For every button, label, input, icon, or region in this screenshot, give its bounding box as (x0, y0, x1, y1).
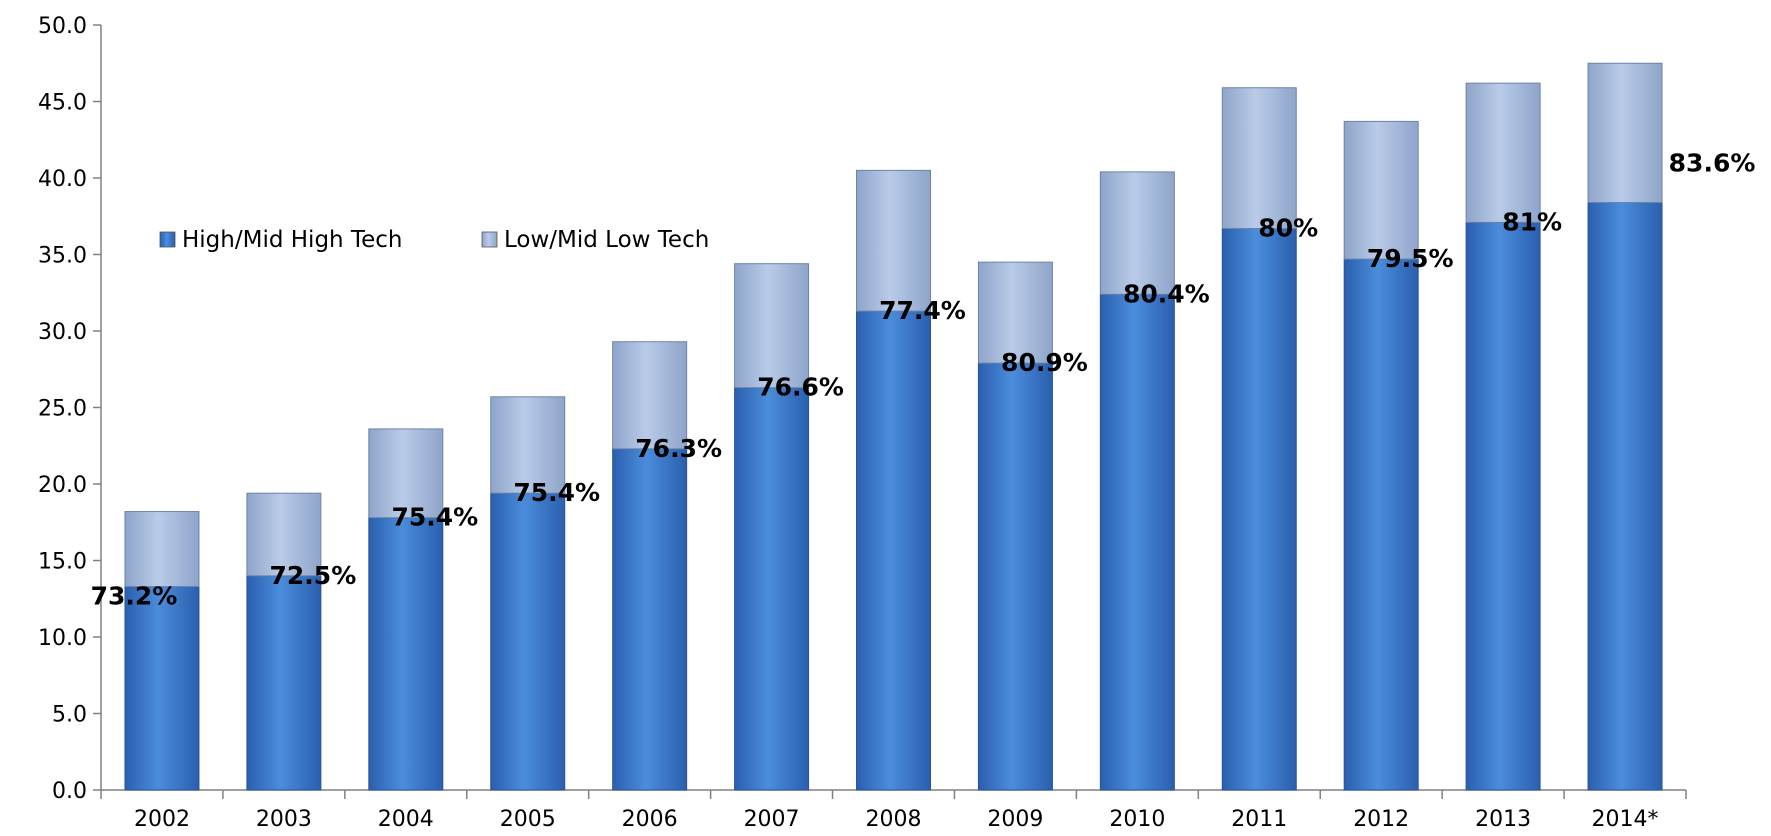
bar-low-mid-low-tech (1343, 120, 1419, 260)
y-tick-label: 5.0 (52, 703, 87, 728)
bar-low-mid-low-tech (1099, 171, 1175, 295)
bar-high-mid-high-tech (1343, 258, 1419, 791)
x-tick-label: 2004 (378, 807, 434, 832)
share-label: 75.4% (391, 503, 478, 532)
y-tick-label: 35.0 (38, 244, 87, 269)
bar-low-mid-low-tech (977, 261, 1053, 364)
y-tick-label: 45.0 (38, 91, 87, 116)
bar-low-mid-low-tech (1465, 82, 1541, 223)
share-label: 80.9% (1001, 348, 1088, 377)
bar-high-mid-high-tech (1221, 227, 1297, 791)
x-tick-label: 2012 (1353, 807, 1409, 832)
legend-label: Low/Mid Low Tech (504, 227, 709, 253)
x-tick-label: 2014* (1592, 807, 1659, 832)
y-tick-label: 20.0 (38, 473, 87, 498)
bar-high-mid-high-tech (856, 310, 931, 791)
bar-high-mid-high-tech (246, 575, 322, 791)
y-tick-label: 0.0 (52, 779, 87, 804)
share-label: 73.2% (91, 582, 178, 611)
share-label: 83.6% (1669, 148, 1756, 177)
share-label: 72.5% (270, 561, 357, 590)
bar-high-mid-high-tech (490, 492, 566, 791)
bar-low-mid-low-tech (612, 341, 688, 450)
bar-high-mid-high-tech (977, 362, 1053, 791)
x-tick-label: 2008 (866, 807, 922, 832)
y-tick-label: 10.0 (38, 626, 87, 651)
share-label: 76.3% (635, 434, 722, 463)
x-tick-label: 2002 (134, 807, 190, 832)
bar-low-mid-low-tech (856, 169, 931, 312)
bar-high-mid-high-tech (612, 448, 688, 791)
y-tick-label: 15.0 (38, 550, 87, 575)
legend-item-high-mid-high-tech: High/Mid High Tech (159, 227, 402, 253)
bar-high-mid-high-tech (1465, 221, 1541, 791)
share-label: 76.6% (757, 373, 844, 402)
bar-low-mid-low-tech (1221, 87, 1297, 229)
share-label: 79.5% (1367, 244, 1454, 273)
bar-high-mid-high-tech (734, 387, 810, 791)
legend-swatch (481, 231, 498, 248)
bar-low-mid-low-tech (490, 396, 566, 494)
x-tick-label: 2003 (256, 807, 312, 832)
bar-high-mid-high-tech (124, 586, 200, 791)
bar-low-mid-low-tech (246, 492, 322, 577)
share-label: 81% (1502, 207, 1562, 236)
share-label: 77.4% (879, 296, 966, 325)
legend-item-low-mid-low-tech: Low/Mid Low Tech (481, 227, 709, 253)
bar-low-mid-low-tech (1587, 62, 1663, 203)
bar-high-mid-high-tech (1099, 293, 1175, 791)
x-tick-label: 2005 (500, 807, 556, 832)
legend-label: High/Mid High Tech (182, 227, 402, 253)
y-tick-label: 40.0 (38, 167, 87, 192)
y-tick-label: 25.0 (38, 397, 87, 422)
x-tick-label: 2007 (744, 807, 800, 832)
y-tick-label: 50.0 (38, 14, 87, 39)
legend-swatch (159, 231, 176, 248)
x-tick-label: 2013 (1475, 807, 1531, 832)
x-tick-label: 2011 (1231, 807, 1287, 832)
share-label: 75.4% (513, 478, 600, 507)
share-label: 80% (1258, 213, 1318, 242)
bar-low-mid-low-tech (368, 428, 444, 519)
y-tick-label: 30.0 (38, 320, 87, 345)
x-tick-label: 2009 (987, 807, 1043, 832)
bar-high-mid-high-tech (368, 517, 444, 791)
x-tick-label: 2006 (622, 807, 678, 832)
x-tick-label: 2010 (1109, 807, 1165, 832)
bar-low-mid-low-tech (124, 511, 200, 588)
bar-low-mid-low-tech (734, 263, 810, 389)
bar-high-mid-high-tech (1587, 201, 1663, 791)
share-label: 80.4% (1123, 279, 1210, 308)
